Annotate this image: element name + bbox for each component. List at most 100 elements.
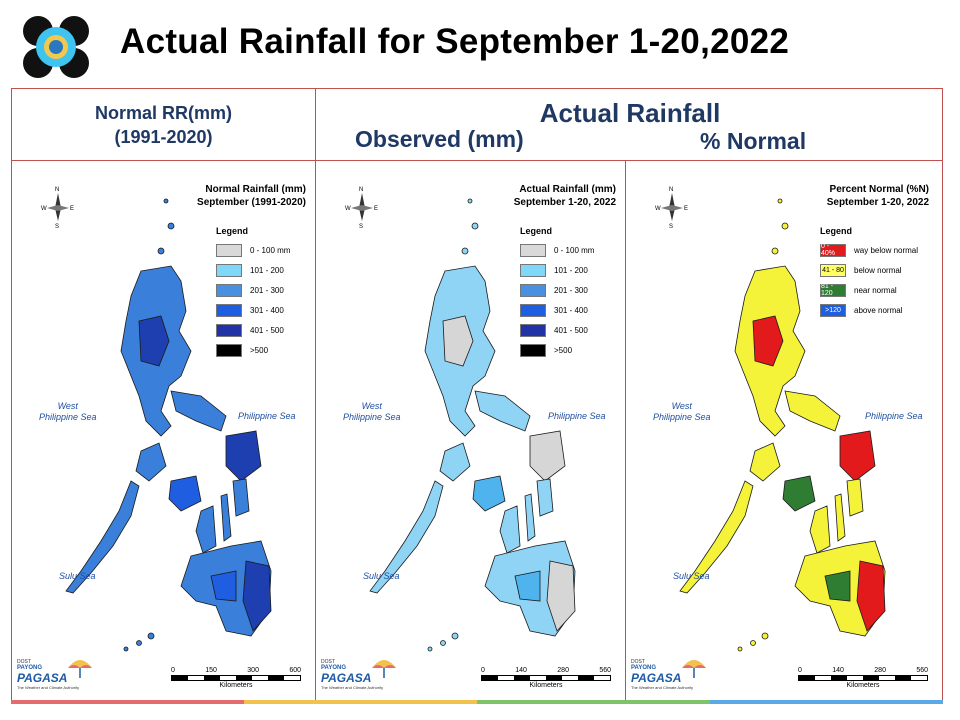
strip-green [477, 700, 710, 704]
philippines-map [369, 198, 576, 652]
leyte-island [232, 478, 250, 517]
map-graphic [325, 181, 585, 666]
svg-text:S: S [669, 224, 673, 229]
footer-brand-text: PAGASA [631, 671, 682, 685]
header-left-line1: Normal RR(mm) [94, 103, 232, 123]
scale-unit: Kilometers [846, 682, 880, 689]
legend-label: above normal [854, 305, 903, 315]
legend-title: Legend [520, 226, 553, 236]
legend-row: 0 - 100 mm [520, 240, 640, 260]
legend-label: 101 - 200 [554, 265, 588, 275]
sulu-island-1 [147, 632, 155, 640]
legend-label: 0 - 100 mm [250, 245, 291, 255]
umbrella-icon [680, 656, 708, 685]
mindoro-island [439, 442, 471, 482]
legend-row: >500 [216, 340, 336, 360]
luzon-core [442, 315, 474, 367]
scale-tick-label: 140 [515, 667, 527, 674]
legend-swatch [520, 323, 546, 337]
samar-island [225, 430, 262, 482]
legend-row: 81 - 120 near normal [820, 280, 940, 300]
label-philippine-sea: Philippine Sea [865, 411, 923, 421]
samar-island [529, 430, 566, 482]
negros-island [195, 505, 217, 554]
footer-brand: DOST PAYONG PAGASA The Weather and Clima… [17, 659, 97, 690]
batanes-island-2 [781, 222, 789, 230]
header-percent-normal: % Normal [700, 128, 807, 154]
legend-swatch [216, 283, 242, 297]
scale-bar: 0 140 280 560 Kilometers [798, 667, 928, 689]
batanes-island-2 [471, 222, 479, 230]
map-title-line1: Actual Rainfall (mm) [519, 184, 616, 195]
mindanao-east [242, 560, 272, 632]
legend-swatch: 41 - 80 [820, 263, 846, 277]
legend-swatch: >120 [820, 303, 846, 317]
map-title: Normal Rainfall (mm) September (1991-202… [126, 183, 306, 209]
scale-tick-label: 150 [205, 667, 217, 674]
legend-label: 201 - 300 [250, 285, 284, 295]
map-title-line2: September 1-20, 2022 [513, 197, 616, 208]
label-west-philippine-sea: West Philippine Sea [343, 401, 401, 422]
map-title-line1: Percent Normal (%N) [829, 184, 929, 195]
footer-tagline: The Weather and Climate Authority [321, 685, 384, 690]
sulu-island-2 [136, 640, 142, 646]
legend-row: 101 - 200 [520, 260, 640, 280]
svg-text:E: E [70, 206, 74, 212]
bicol-peninsula [784, 390, 841, 432]
svg-text:E: E [684, 206, 688, 212]
label-west-philippine-sea: West Philippine Sea [39, 401, 97, 422]
batanes-island-2 [167, 222, 175, 230]
legend-label: 401 - 500 [250, 325, 284, 335]
legend-label: >500 [554, 345, 573, 355]
sulu-island-1 [761, 632, 769, 640]
scale-tick-label: 600 [289, 667, 301, 674]
batanes-island-3 [461, 247, 469, 255]
footer-brand-small: DOST [631, 659, 645, 665]
strip-red [11, 700, 244, 704]
label-philippine-sea: Philippine Sea [238, 411, 296, 421]
umbrella-icon [66, 656, 94, 685]
scale-tick-label: 560 [599, 667, 611, 674]
svg-text:N: N [669, 187, 673, 193]
page-title: Actual Rainfall for September 1-20,2022 [120, 22, 790, 61]
scale-tick-label: 0 [481, 667, 485, 674]
panay-island [168, 475, 202, 512]
legend-title: Legend [216, 226, 249, 236]
mindanao-center [210, 570, 237, 602]
footer-brand-text: PAGASA [17, 671, 68, 685]
payong-label: PAYONG [17, 665, 43, 671]
scale-bar: 0 140 280 560 Kilometers [481, 667, 611, 689]
map-content-0: N S W E Normal Rainfall (mm) September (… [11, 161, 316, 701]
map-title: Actual Rainfall (mm) September 1-20, 202… [436, 183, 616, 209]
scale-tick-label: 140 [832, 667, 844, 674]
batanes-island-1 [777, 198, 783, 204]
luzon-core [752, 315, 784, 367]
legend-swatch [520, 343, 546, 357]
scale-bar-graphic [798, 675, 928, 681]
scale-tick-label: 0 [798, 667, 802, 674]
palawan-island [65, 480, 140, 594]
footer-brand-text: PAGASA [321, 671, 372, 685]
legend-swatch: 0 - 40% [820, 243, 846, 257]
philippines-map [65, 198, 272, 652]
label-sulu-sea: Sulu Sea [673, 571, 710, 581]
scale-bar-graphic [171, 675, 301, 681]
pagasa-logo [20, 15, 92, 79]
negros-island [499, 505, 521, 554]
legend-row: 201 - 300 [216, 280, 336, 300]
sulu-island-2 [750, 640, 756, 646]
legend-swatch [520, 243, 546, 257]
legend-label: below normal [854, 265, 902, 275]
scale-tick-label: 560 [916, 667, 928, 674]
legend-row: 0 - 40% way below normal [820, 240, 940, 260]
umbrella-icon [370, 656, 398, 685]
sulu-island-2 [440, 640, 446, 646]
mindoro-island [749, 442, 781, 482]
scale-tick-label: 300 [247, 667, 259, 674]
sulu-island-3 [737, 646, 743, 652]
legend-label: 101 - 200 [250, 265, 284, 275]
map-title-line2: September 1-20, 2022 [826, 197, 929, 208]
bicol-peninsula [170, 390, 227, 432]
map-content-1: N S W E Actual Rainfall (mm) September 1… [315, 161, 626, 701]
header-observed: Observed (mm) [355, 126, 524, 152]
